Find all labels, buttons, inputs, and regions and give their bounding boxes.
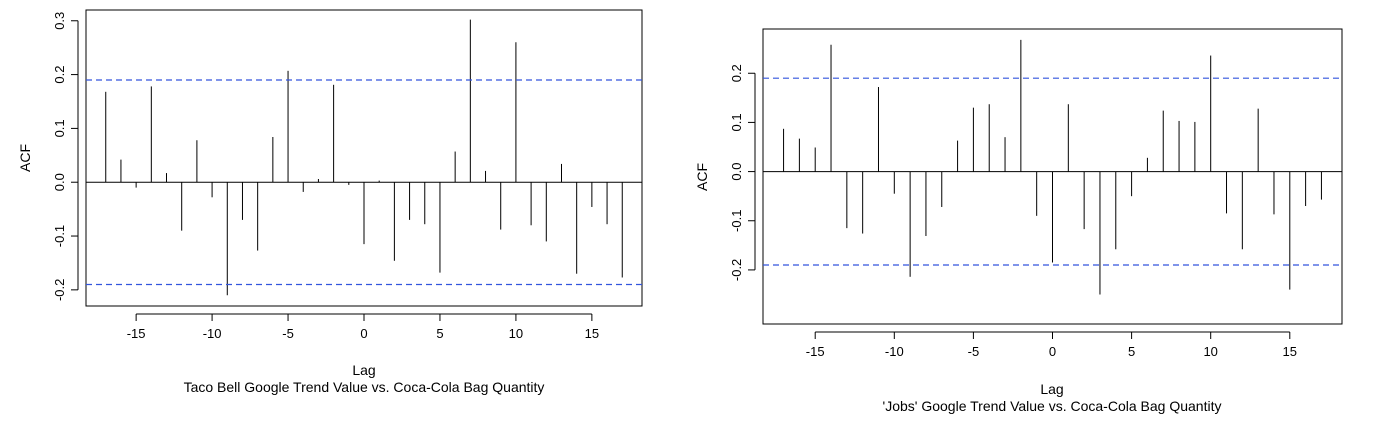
x-tick-label: -15 [806, 344, 825, 359]
confidence-bounds [763, 77, 1342, 266]
y-tick-label: 0.0 [52, 173, 67, 191]
x-tick-label: -5 [282, 326, 294, 341]
chart-subtitle: 'Jobs' Google Trend Value vs. Coca-Cola … [883, 398, 1222, 414]
x-tick-label: 10 [1203, 344, 1217, 359]
y-tick-label: -0.1 [729, 210, 744, 232]
y-axis: -0.2 -0.1 0.0 0.1 0.2 [729, 64, 756, 281]
chart-subtitle: Taco Bell Google Trend Value vs. Coca-Co… [184, 379, 545, 395]
x-tick-label: -10 [885, 344, 904, 359]
acf-bars [86, 19, 642, 296]
x-axis: -15 -10 -5 0 5 10 15 [127, 313, 599, 341]
acf-panel-jobs: -15 -10 -5 0 5 10 15 -0.2 -0.1 0.0 0.1 0.2 Lag 'Jo… [694, 28, 1343, 414]
y-tick-label: 0.2 [52, 66, 67, 84]
x-axis-label: Lag [352, 362, 375, 378]
acf-bars [763, 39, 1342, 295]
x-tick-label: 15 [585, 326, 599, 341]
x-tick-label: 10 [509, 326, 523, 341]
x-tick-label: 0 [1049, 344, 1056, 359]
y-axis-label: ACF [17, 144, 33, 172]
y-tick-label: 0.1 [52, 119, 67, 137]
x-tick-label: -10 [203, 326, 222, 341]
x-tick-label: -15 [127, 326, 146, 341]
y-axis: -0.2 -0.1 0.0 0.1 0.2 0.3 [52, 12, 79, 301]
acf-panel-taco-bell: -15 -10 -5 0 5 10 15 -0.2-0.10.00.10.20.3 Lag … [17, 9, 643, 395]
y-tick-label: -0.2 [729, 259, 744, 281]
y-tick-label: 0.2 [729, 64, 744, 82]
plot-frame [762, 28, 1343, 325]
y-tick-label: 0.0 [729, 163, 744, 181]
x-axis: -15 -10 -5 0 5 10 15 [806, 331, 1297, 359]
x-tick-label: 5 [436, 326, 443, 341]
x-tick-label: 15 [1283, 344, 1297, 359]
y-axis-label: ACF [694, 163, 710, 191]
plot-frame [85, 9, 643, 307]
x-axis-label: Lag [1040, 381, 1063, 397]
confidence-bounds [86, 79, 642, 286]
x-tick-label: 0 [360, 326, 367, 341]
y-tick-label: -0.1 [52, 225, 67, 247]
x-tick-label: 5 [1128, 344, 1135, 359]
x-tick-label: -5 [968, 344, 980, 359]
y-tick-label: 0.1 [729, 113, 744, 131]
y-tick-label: 0.3 [52, 12, 67, 30]
y-tick-label: -0.2 [52, 279, 67, 301]
